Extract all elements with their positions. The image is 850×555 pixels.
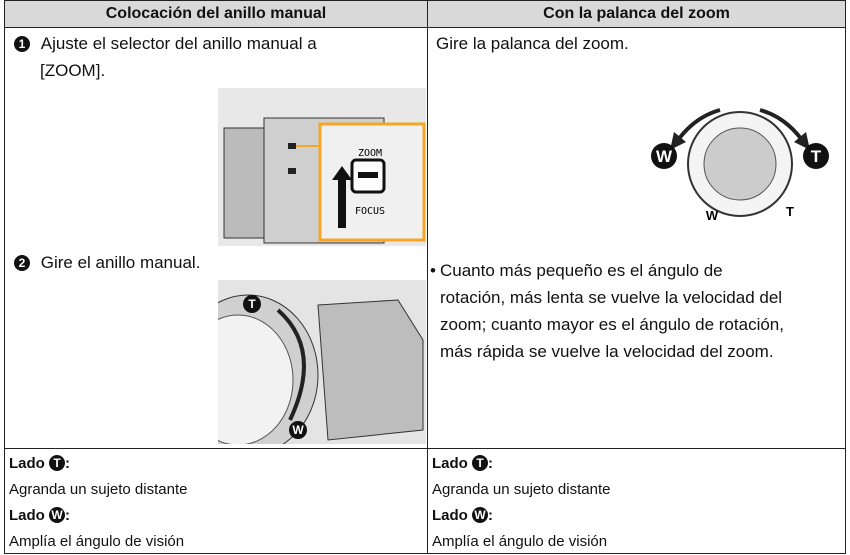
side-label: Lado W: [9,503,70,529]
icon [243,295,261,313]
lens [223,127,265,239]
bullet-line: zoom; cuanto mayor es el ángulo de rotac… [440,315,784,334]
bullet: • [430,257,436,284]
side-colon: : [65,507,71,524]
camera-switch-illustration: ZOOM FOCUS [218,88,426,246]
lever-icon: T [811,147,822,166]
bullet-line: rotación, más lenta se vuelve la velocid… [440,288,783,307]
header-cell: Con la palanca del zoom [428,1,845,27]
lens-front [218,314,294,444]
arrow-head [794,132,810,150]
rule [4,0,5,554]
camera-ring-illustration: T W [218,280,426,444]
side-label: Lado T: [9,451,70,477]
rule [4,27,846,28]
side-word: Lado [9,455,45,472]
bullet-text: Cuanto más pequeño es el ángulo de rotac… [440,257,784,365]
side-icon: W [49,507,66,523]
side-text: Amplía el ángulo de visión [432,533,608,550]
step-2: 2 Gire el anillo manual. [14,249,200,276]
bullet-mark: • [430,261,436,280]
arrow [759,108,804,142]
icon [651,143,677,169]
arrow [676,108,721,142]
side-word: Lado [432,455,468,472]
step-number: 1 [14,36,30,52]
side-word: Lado [432,507,468,524]
side-icon: W [472,507,489,523]
right-text: Gire la palanca del zoom. [436,34,629,53]
shutter [703,127,777,201]
mark [288,143,296,149]
switch-label: ZOOM [358,148,382,159]
bullet-line: más rápida se vuelve la velocidad del zo… [440,342,774,361]
bullet-line: Cuanto más pequeño es el ángulo de [440,261,723,280]
rule [4,448,846,449]
side-text: Agranda un sujeto distante [9,481,188,498]
side-text: Agranda un sujeto distante [432,481,611,498]
switch-knob [358,172,378,178]
side-icon: T [49,455,66,471]
side-colon: : [488,507,494,524]
ring-icon: W [292,423,304,437]
side-text: Amplía el ángulo de visión [9,533,185,550]
arrow [332,166,352,228]
rule [845,0,846,554]
step-text: [ZOOM]. [40,61,106,80]
rule [4,0,846,1]
switch-label: FOCUS [355,206,385,217]
step-number: 2 [14,255,30,271]
body [317,299,424,441]
icon [289,421,307,439]
zoom-lever-illustration: W T W T [651,108,829,223]
step-1: 1 Ajuste el selector del anillo manual a… [14,30,317,84]
lever-mark: W [706,208,719,223]
rule [427,0,428,554]
step-text: Ajuste el selector del anillo manual a [40,34,317,53]
side-icon: T [472,455,489,471]
side-word: Lado [9,507,45,524]
step-text: Gire el anillo manual. [40,253,201,272]
side-colon: : [488,455,494,472]
side-label: Lado W: [432,503,493,529]
arrow-head [670,132,686,150]
rotate-arrow [276,308,306,421]
lever-icon: W [656,147,673,166]
lever-mark: T [786,204,794,219]
header-cell: Colocación del anillo manual [5,1,427,27]
mark [288,168,296,174]
icon [803,143,829,169]
side-colon: : [65,455,71,472]
ring-icon: T [248,297,256,311]
side-label: Lado T: [432,451,493,477]
